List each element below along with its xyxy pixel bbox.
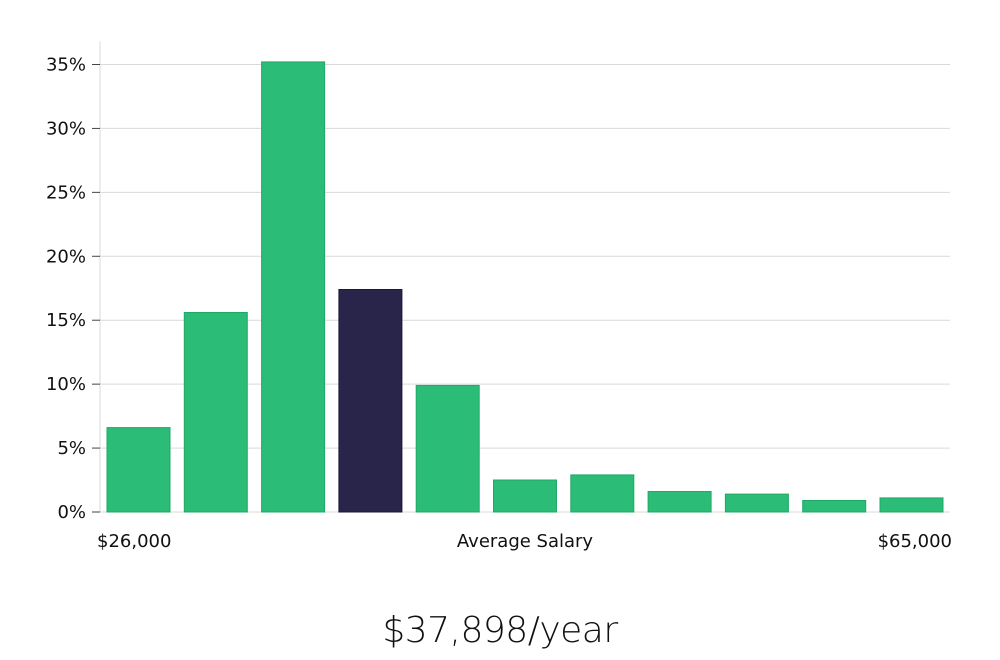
x-label-min: $26,000 <box>97 531 171 552</box>
salary-histogram: 0% 5% 10% 15% 20% 25% 30% 35% $26,000 Average S… <box>46 41 952 552</box>
y-tick-label-30: 30% <box>46 118 86 139</box>
bar-1 <box>183 312 248 513</box>
bar-9 <box>802 500 867 513</box>
y-tick-label-20: 20% <box>46 246 86 267</box>
bar-highlighted <box>338 289 403 513</box>
x-label-center: Average Salary <box>457 531 594 552</box>
bars <box>106 61 944 513</box>
bar-4 <box>415 384 480 513</box>
y-tick-label-15: 15% <box>46 310 86 331</box>
x-axis-labels: $26,000 Average Salary $65,000 <box>97 531 952 552</box>
x-label-max: $65,000 <box>878 531 952 552</box>
y-tick-label-0: 0% <box>57 502 86 523</box>
bar-8 <box>724 493 789 513</box>
bar-0 <box>106 427 171 513</box>
average-salary-headline: $37,898/year <box>382 610 618 651</box>
bar-6 <box>570 474 635 513</box>
bar-10 <box>879 497 944 513</box>
y-tick-label-10: 10% <box>46 374 86 395</box>
y-tick-labels: 0% 5% 10% 15% 20% 25% 30% 35% <box>46 55 86 524</box>
y-tick-label-25: 25% <box>46 182 86 203</box>
bar-2 <box>261 61 326 513</box>
y-tick-label-35: 35% <box>46 55 86 76</box>
bar-5 <box>493 479 557 513</box>
y-tick-label-5: 5% <box>57 438 86 459</box>
bar-7 <box>647 491 712 513</box>
